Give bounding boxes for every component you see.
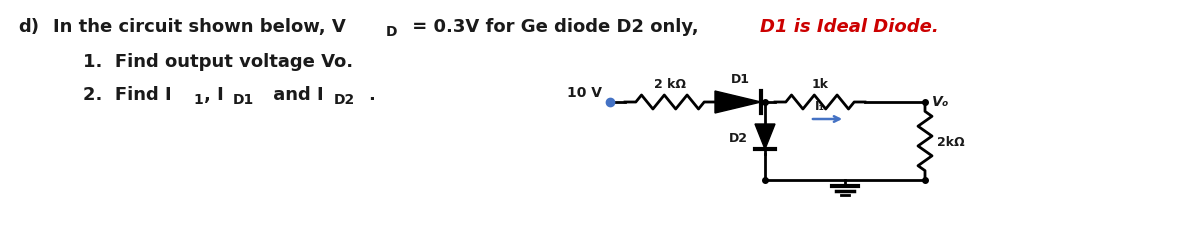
Text: D2: D2	[334, 93, 355, 106]
Text: D: D	[386, 25, 397, 39]
Text: Vₒ: Vₒ	[932, 95, 949, 109]
Text: d): d)	[18, 18, 38, 36]
Text: 1: 1	[193, 93, 203, 106]
Text: D2: D2	[730, 131, 748, 144]
Text: 2kΩ: 2kΩ	[937, 135, 965, 148]
Text: 1k: 1k	[811, 78, 828, 91]
Text: 10 V: 10 V	[568, 86, 602, 100]
Text: I₁: I₁	[815, 100, 826, 113]
Text: = 0.3V for Ge diode D2 only,: = 0.3V for Ge diode D2 only,	[406, 18, 704, 36]
Text: 2 kΩ: 2 kΩ	[654, 78, 686, 91]
Text: 1.  Find output voltage Vo.: 1. Find output voltage Vo.	[83, 53, 353, 71]
Text: 2.  Find I: 2. Find I	[83, 86, 172, 104]
Polygon shape	[715, 92, 761, 114]
Text: D1: D1	[731, 73, 750, 86]
Text: D1: D1	[233, 93, 254, 106]
Polygon shape	[755, 124, 775, 150]
Text: .: .	[368, 86, 374, 104]
Text: In the circuit shown below, V: In the circuit shown below, V	[53, 18, 346, 36]
Text: and I: and I	[266, 86, 324, 104]
Text: D1 is Ideal Diode.: D1 is Ideal Diode.	[760, 18, 938, 36]
Text: , I: , I	[204, 86, 223, 104]
